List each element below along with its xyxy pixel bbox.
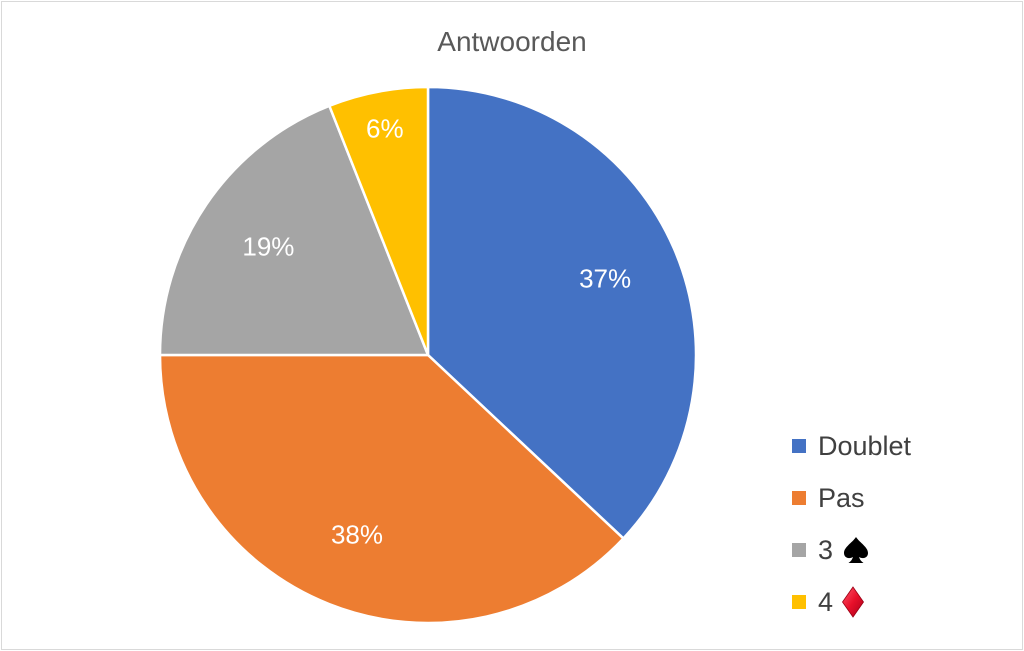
legend-label-4-diamonds: 4: [818, 586, 834, 617]
pie-slice-doublet: [426, 85, 698, 540]
legend-label-doublet: Doublet: [818, 430, 912, 461]
legend-swatch-4-diamonds: [792, 595, 806, 609]
data-label-pas: 38%: [331, 519, 383, 549]
legend-item-3-spades: 3: [792, 524, 1012, 576]
legend-swatch-pas: [792, 491, 806, 505]
diamond-icon: [841, 586, 865, 618]
legend-swatch-3-spades: [792, 543, 806, 557]
legend-item-4-diamonds: 4: [792, 576, 1012, 628]
legend-item-pas: Pas: [792, 472, 1012, 524]
pie-slice-4-diamonds: [328, 85, 430, 357]
data-label-4-diamonds: 6%: [366, 114, 404, 144]
pie-slice-pas: [158, 353, 625, 625]
data-label-3-spades: 19%: [242, 232, 294, 262]
spade-icon: [841, 535, 871, 565]
legend-item-doublet: Doublet: [792, 420, 1012, 472]
legend: Doublet Pas 3 4: [792, 420, 1012, 628]
legend-label-pas: Pas: [818, 482, 865, 513]
legend-swatch-doublet: [792, 439, 806, 453]
pie-slice-3-spades: [158, 104, 430, 357]
legend-label-3-spades: 3: [818, 534, 834, 565]
data-label-doublet: 37%: [579, 263, 631, 293]
chart-title: Antwoorden: [437, 26, 587, 57]
